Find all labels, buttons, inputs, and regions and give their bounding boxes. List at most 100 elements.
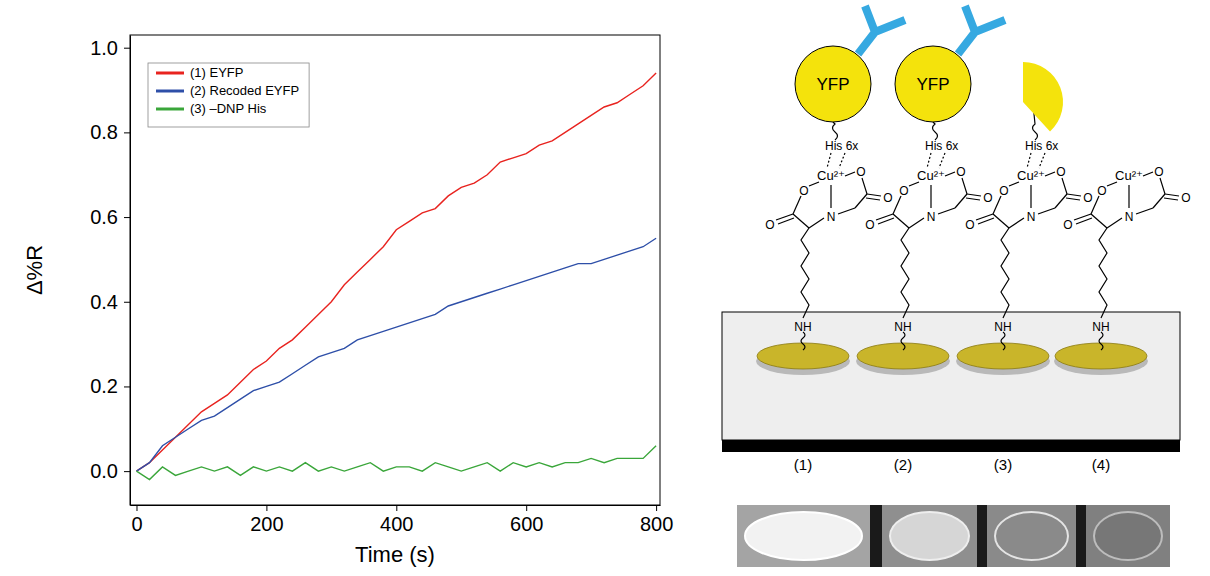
coordination bbox=[1039, 153, 1045, 168]
metal-label: Cu²⁺ bbox=[1017, 168, 1045, 183]
tick: 0.8 bbox=[90, 121, 130, 143]
bond bbox=[793, 196, 801, 214]
tick-mark bbox=[526, 505, 527, 511]
bond bbox=[778, 218, 794, 224]
line-chart: 02004006008000.00.20.40.60.81.0Time (s)Δ… bbox=[22, 35, 673, 567]
tick-label: 0.6 bbox=[90, 206, 118, 228]
amine-label: NH bbox=[994, 320, 1011, 334]
bond bbox=[838, 208, 855, 214]
metal-label: Cu²⁺ bbox=[817, 168, 845, 183]
oxygen-label: O bbox=[1063, 218, 1072, 232]
bond bbox=[866, 198, 880, 200]
image-strip bbox=[737, 505, 1170, 567]
substrate bbox=[722, 312, 1180, 440]
nitrogen-label: N bbox=[827, 210, 836, 224]
bond bbox=[830, 185, 831, 208]
bond bbox=[878, 218, 894, 224]
spot-label: (2) bbox=[894, 456, 912, 473]
series-line bbox=[136, 73, 656, 471]
tick-label: 0 bbox=[131, 513, 142, 535]
bond bbox=[1066, 198, 1080, 200]
oxygen-label: O bbox=[899, 184, 908, 198]
bond bbox=[1009, 218, 1024, 228]
tick-mark bbox=[124, 132, 130, 133]
bond bbox=[993, 214, 1009, 228]
bond bbox=[867, 194, 881, 196]
tick-mark bbox=[124, 471, 130, 472]
protein-fragment bbox=[1023, 62, 1063, 131]
tick-label: 1.0 bbox=[90, 37, 118, 59]
antibody bbox=[958, 6, 1005, 54]
oxygen-label: O bbox=[1097, 184, 1106, 198]
bond bbox=[1107, 218, 1122, 228]
legend-label: (2) Recoded EYFP bbox=[190, 83, 299, 98]
bond bbox=[978, 218, 994, 224]
metal-label: Cu²⁺ bbox=[1115, 168, 1143, 183]
oxygen-label: O bbox=[1083, 191, 1092, 205]
bond bbox=[967, 194, 981, 196]
coordination bbox=[1027, 153, 1031, 168]
protein-linker bbox=[933, 122, 938, 140]
bond bbox=[909, 218, 924, 228]
thiol-linker bbox=[801, 332, 805, 350]
bond bbox=[1136, 208, 1153, 214]
tick-mark bbox=[124, 217, 130, 218]
spot-label: (1) bbox=[794, 456, 812, 473]
nitrogen-label: N bbox=[1125, 210, 1134, 224]
image-spot bbox=[890, 512, 969, 560]
tick: 0 bbox=[131, 505, 142, 535]
tick: 0.6 bbox=[90, 206, 130, 228]
legend-box bbox=[148, 63, 309, 127]
tick-mark bbox=[124, 302, 130, 303]
tick: 200 bbox=[250, 505, 283, 535]
plot-frame bbox=[130, 35, 660, 505]
alkyl-chain bbox=[1001, 228, 1009, 318]
tick-mark bbox=[266, 505, 267, 511]
tick: 0.0 bbox=[90, 460, 130, 482]
bond bbox=[955, 194, 967, 208]
bond bbox=[1076, 218, 1092, 224]
tag-label: His 6x bbox=[925, 139, 958, 153]
gold-spot bbox=[857, 343, 949, 369]
bond bbox=[1030, 185, 1031, 208]
coordination bbox=[839, 153, 845, 168]
bond bbox=[1165, 194, 1179, 196]
bond bbox=[966, 198, 980, 200]
oxygen-label: O bbox=[956, 165, 965, 179]
tick-label: 0.8 bbox=[90, 121, 118, 143]
metal-label: Cu²⁺ bbox=[917, 168, 945, 183]
plot-area bbox=[136, 73, 656, 479]
coordination bbox=[827, 153, 831, 168]
bond bbox=[1128, 185, 1129, 208]
tick: 1.0 bbox=[90, 37, 130, 59]
bond bbox=[930, 185, 931, 208]
x-axis-title: Time (s) bbox=[355, 542, 435, 567]
legend-label: (1) EYFP bbox=[190, 65, 243, 80]
bond bbox=[1067, 194, 1081, 196]
protein-label: YFP bbox=[816, 75, 849, 94]
tag-label: His 6x bbox=[1025, 139, 1058, 153]
legend-swatch bbox=[156, 90, 184, 93]
tick-mark bbox=[136, 505, 137, 511]
bond bbox=[1143, 172, 1153, 176]
y-axis-line bbox=[130, 36, 131, 506]
bond bbox=[938, 208, 955, 214]
legend-label: (3) –DNP His bbox=[190, 101, 267, 116]
tick-label: 200 bbox=[250, 513, 283, 535]
y-axis-title: Δ%R bbox=[22, 245, 47, 295]
image-panel bbox=[882, 505, 977, 567]
tick-mark bbox=[124, 386, 130, 387]
legend-swatch bbox=[156, 72, 184, 75]
tick-label: 0.2 bbox=[90, 375, 118, 397]
legend: (1) EYFP (2) Recoded EYFP (3) –DNP His bbox=[148, 63, 309, 127]
oxygen-label: O bbox=[983, 191, 992, 205]
series-line bbox=[136, 238, 656, 471]
alkyl-chain bbox=[1099, 228, 1107, 318]
x-axis: 0200400600800 bbox=[131, 505, 674, 535]
image-panel bbox=[987, 505, 1076, 567]
x-axis-line bbox=[131, 505, 661, 506]
tick-label: 0.4 bbox=[90, 291, 118, 313]
tick: 400 bbox=[380, 505, 413, 535]
bond bbox=[809, 218, 824, 228]
tick: 600 bbox=[510, 505, 543, 535]
